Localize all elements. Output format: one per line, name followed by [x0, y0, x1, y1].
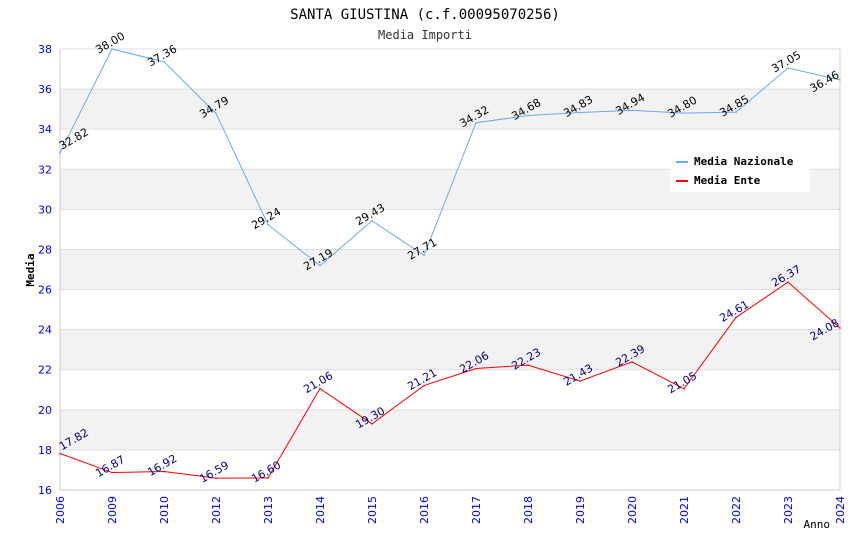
data-label: 16.60 — [249, 458, 283, 485]
data-point — [319, 264, 321, 267]
data-point — [683, 112, 685, 114]
data-point — [735, 111, 737, 113]
legend-label-ente: Media Ente — [694, 174, 761, 187]
y-tick-label: 24 — [38, 324, 52, 337]
x-tick-label: 2021 — [678, 496, 691, 524]
x-axis-label: Anno — [804, 518, 831, 531]
y-tick-label: 34 — [38, 123, 52, 136]
x-tick-label: 2012 — [210, 496, 223, 524]
x-tick-label: 2014 — [314, 496, 327, 524]
data-point — [371, 423, 373, 425]
data-point — [111, 471, 113, 474]
data-point — [475, 367, 477, 370]
x-tick-label: 2017 — [470, 496, 483, 524]
x-tick-label: 2013 — [262, 496, 275, 524]
x-tick-label: 2019 — [574, 496, 587, 524]
x-tick-label: 2009 — [106, 496, 119, 524]
data-point — [579, 111, 581, 114]
x-tick-label: 2015 — [366, 496, 379, 524]
y-tick-label: 32 — [38, 163, 52, 176]
data-label: 37.05 — [769, 49, 803, 76]
data-point — [319, 387, 321, 390]
data-point — [423, 384, 425, 387]
data-point — [215, 477, 217, 479]
data-point — [683, 387, 685, 390]
grid-band — [60, 409, 840, 450]
data-point — [527, 364, 529, 366]
x-tick-label: 2023 — [782, 496, 795, 524]
data-point — [787, 281, 789, 283]
y-tick-label: 20 — [38, 404, 52, 417]
series-line-ente — [59, 281, 841, 479]
chart-title: SANTA GIUSTINA (c.f.00095070256) — [290, 7, 560, 23]
data-point — [839, 79, 841, 81]
grid-band — [60, 89, 840, 130]
data-point — [111, 48, 113, 50]
y-tick-label: 22 — [38, 364, 52, 377]
data-point — [839, 327, 841, 329]
y-tick-label: 36 — [38, 83, 52, 96]
data-point — [631, 109, 633, 112]
y-tick-label: 28 — [38, 243, 52, 256]
legend-label-nazionale: Media Nazionale — [694, 155, 794, 168]
x-tick-label: 2010 — [158, 496, 171, 524]
data-point — [735, 316, 737, 319]
x-tick-label: 2018 — [522, 496, 535, 524]
y-tick-label: 38 — [38, 43, 52, 56]
x-tick-label: 2020 — [626, 496, 639, 524]
data-point — [787, 67, 789, 69]
data-point — [527, 114, 529, 117]
chart-subtitle: Media Importi — [378, 28, 472, 42]
data-point — [59, 152, 61, 154]
data-label: 37.36 — [145, 42, 179, 69]
data-point — [371, 219, 373, 222]
grid-band — [60, 329, 840, 370]
data-point — [423, 254, 425, 257]
data-point — [59, 452, 61, 455]
data-label: 24.61 — [717, 298, 751, 325]
y-axis-label: Media — [24, 253, 37, 286]
grid-band — [60, 249, 840, 290]
data-point — [267, 223, 269, 226]
y-tick-label: 16 — [38, 484, 52, 497]
data-point — [267, 477, 269, 479]
y-tick-label: 30 — [38, 203, 52, 216]
x-tick-label: 2022 — [730, 496, 743, 524]
data-point — [475, 121, 477, 124]
data-point — [631, 361, 633, 363]
data-label: 16.59 — [197, 459, 231, 486]
y-tick-label: 18 — [38, 444, 52, 457]
y-tick-label: 26 — [38, 284, 52, 297]
data-label: 16.92 — [145, 452, 179, 479]
data-point — [163, 61, 165, 63]
data-point — [215, 112, 217, 115]
data-label: 21.05 — [665, 369, 699, 396]
data-label: 16.87 — [93, 453, 127, 480]
data-point — [163, 470, 165, 473]
x-tick-label: 2006 — [54, 496, 67, 524]
legend: Media Nazionale Media Ente — [670, 150, 810, 192]
x-tick-label: 2016 — [418, 496, 431, 524]
data-point — [579, 380, 581, 382]
x-tick-label: 2024 — [834, 496, 847, 524]
series-line-nazionale — [59, 48, 841, 267]
